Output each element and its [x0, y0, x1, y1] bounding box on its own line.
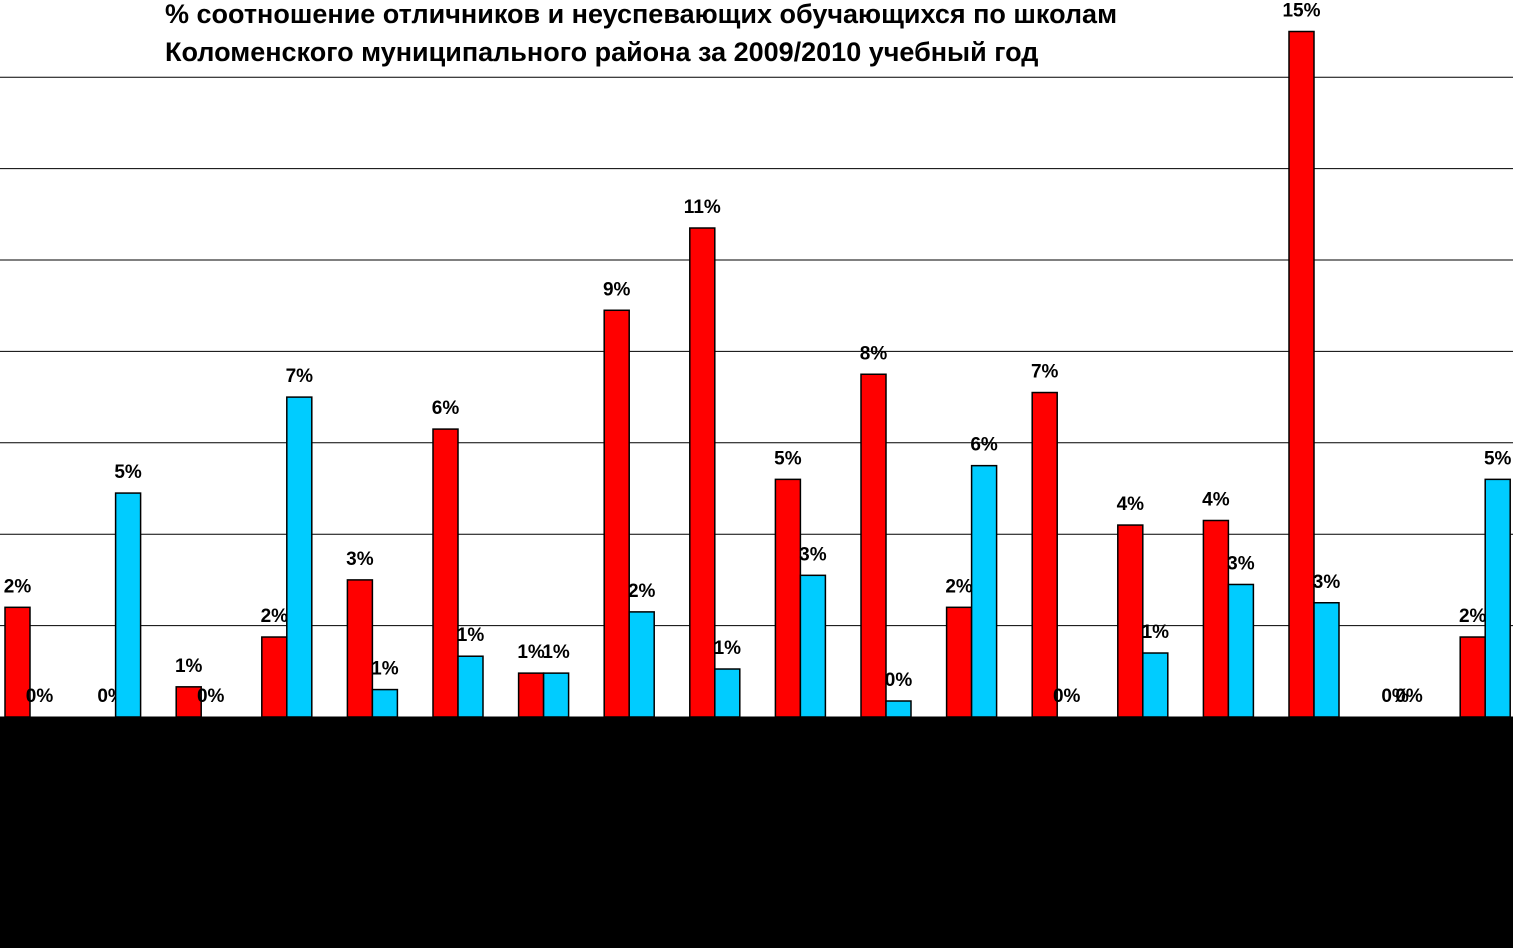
bar [346, 579, 374, 718]
value-label: 1% [1142, 622, 1170, 643]
value-label: 4% [1202, 490, 1230, 511]
axis-area [0, 717, 1513, 948]
bar [4, 606, 31, 718]
chart-title: % соотношение отличников и неуспевающих … [165, 0, 1117, 29]
value-label: 1% [517, 642, 545, 663]
value-label: 2% [945, 576, 973, 597]
bar [628, 611, 655, 718]
bar [970, 464, 998, 718]
value-label: 7% [1031, 362, 1059, 383]
value-label: 1% [175, 656, 203, 677]
value-label: 3% [1313, 572, 1341, 593]
bar [114, 492, 142, 718]
bar [1142, 652, 1169, 718]
bar [517, 672, 545, 718]
bar [1227, 583, 1255, 718]
bar [457, 655, 484, 718]
value-label: 5% [1484, 448, 1512, 469]
bar [799, 574, 827, 718]
value-label: 2% [261, 606, 289, 627]
value-label: 0% [1053, 686, 1081, 707]
bar [714, 668, 741, 718]
bar [860, 373, 887, 718]
value-label: 1% [371, 659, 399, 680]
bar [261, 636, 288, 718]
value-label: 6% [432, 398, 460, 419]
bar [1288, 30, 1315, 718]
chart-title: Коломенского муниципального района за 20… [165, 37, 1038, 67]
bar [1459, 636, 1486, 718]
bar [542, 672, 570, 718]
bar [1313, 602, 1340, 718]
value-label: 1% [457, 625, 485, 646]
value-label: 0% [1395, 686, 1423, 707]
bar [885, 700, 912, 718]
value-label: 4% [1117, 494, 1145, 515]
value-label: 2% [1459, 606, 1487, 627]
value-label: 2% [4, 576, 32, 597]
value-label: 9% [603, 279, 631, 300]
value-label: 0% [885, 670, 913, 691]
value-label: 7% [286, 366, 314, 387]
value-label: 3% [799, 544, 827, 565]
bar [432, 428, 459, 718]
bar [371, 688, 399, 718]
value-label: 1% [542, 642, 570, 663]
value-label: 3% [346, 549, 374, 570]
bar [774, 478, 802, 718]
bar [286, 396, 313, 718]
value-label: 1% [714, 638, 742, 659]
value-label: 11% [684, 197, 721, 218]
value-label: 0% [197, 686, 225, 707]
value-label: 8% [860, 343, 888, 364]
bar [1202, 519, 1230, 718]
value-label: 2% [628, 581, 656, 602]
bar [603, 309, 630, 718]
value-label: 15% [1282, 1, 1320, 22]
value-label: 6% [970, 435, 998, 456]
bar [1484, 478, 1511, 718]
bar [1031, 391, 1058, 718]
value-label: 5% [114, 462, 142, 483]
value-label: 0% [26, 686, 54, 707]
bar [689, 227, 716, 718]
bar [945, 606, 973, 718]
value-label: 5% [774, 448, 802, 469]
value-label: 0% [1381, 686, 1409, 707]
bar [1117, 524, 1144, 718]
value-label: 3% [1227, 553, 1255, 574]
